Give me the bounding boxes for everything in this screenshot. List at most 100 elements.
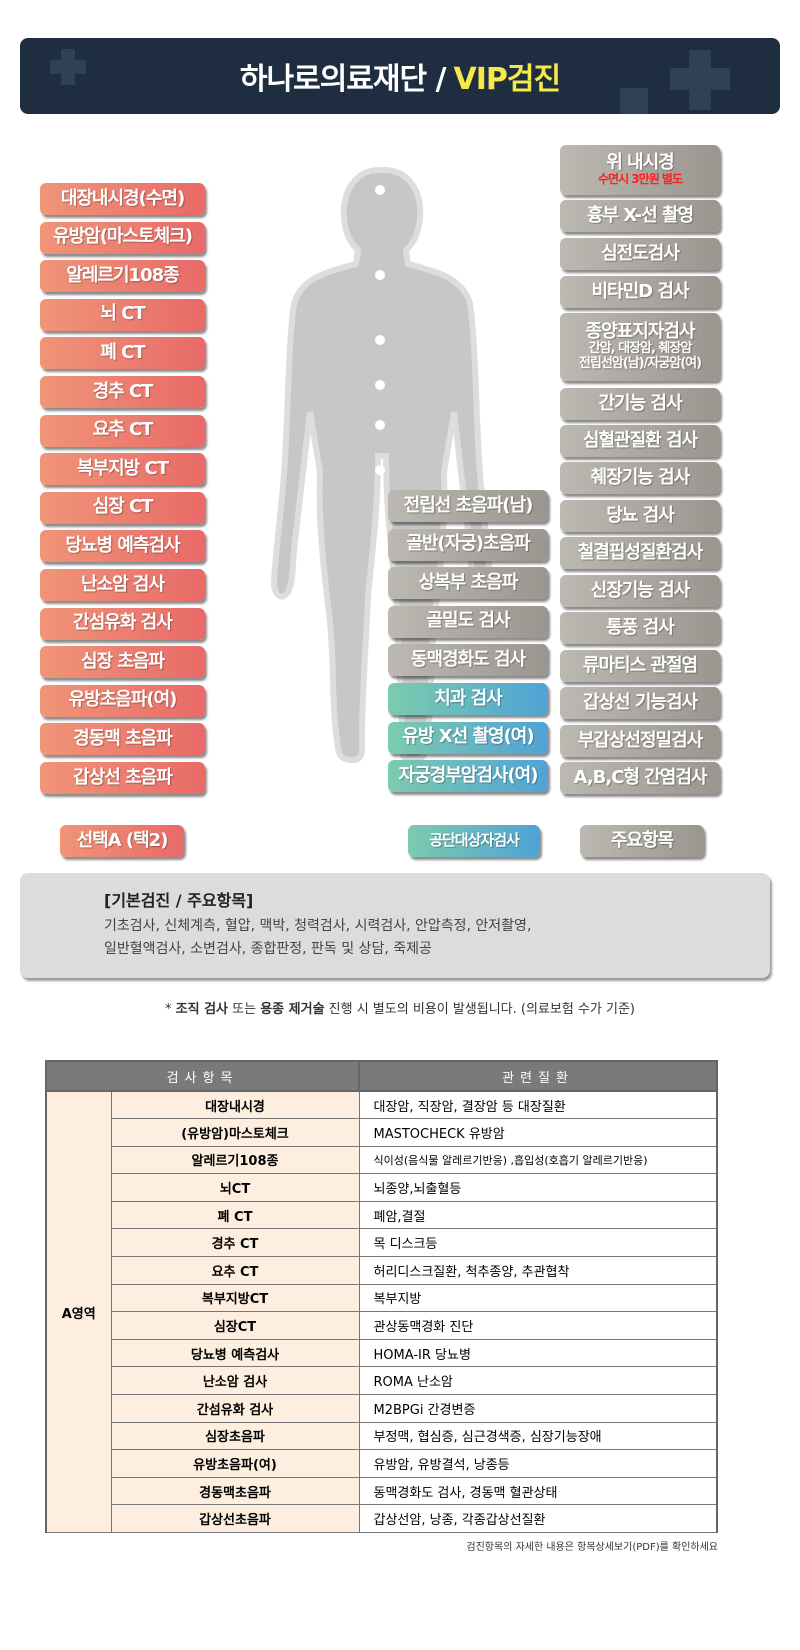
middle-item[interactable]: 전립선 초음파(남) (388, 490, 548, 522)
disease-cell: 폐암,결절 (358, 1200, 718, 1230)
basic-line1: 기초검사, 신체계측, 혈압, 맥박, 청력검사, 시력검사, 안압측정, 안저… (104, 918, 532, 934)
disease-cell: ROMA 난소암 (358, 1366, 718, 1396)
table-row: A영역 대장내시경 대장암, 직장암, 결장암 등 대장질환 (45, 1090, 718, 1533)
left-item[interactable]: 난소암 검사 (40, 569, 205, 601)
disease-cell: 관상동맥경화 진단 (358, 1311, 718, 1340)
table-row: 경추 CT 목 디스크등 (46, 1228, 718, 1258)
left-item[interactable]: 폐 CT (40, 337, 205, 370)
middle-item[interactable]: 상복부 초음파 (388, 567, 548, 600)
disease-cell: MASTOCHECK 유방암 (358, 1118, 718, 1147)
item-cell: 당뇨병 예측검사 (110, 1338, 360, 1368)
legend-main: 주요항목 (580, 825, 704, 857)
table-row: (유방암)마스토체크 MASTOCHECK 유방암 (46, 1118, 718, 1147)
table-row: 뇌CT 뇌종양,뇌출혈등 (46, 1173, 718, 1202)
item-cell: 난소암 검사 (110, 1366, 360, 1396)
left-item[interactable]: 알레르기108종 (40, 260, 205, 293)
middle-item[interactable]: 동맥경화도 검사 (388, 644, 548, 677)
disease-cell: HOMA-IR 당뇨병 (358, 1338, 718, 1368)
disease-cell: 갑상선암, 낭종, 각종갑상선질환 (358, 1504, 718, 1533)
disease-cell: 목 디스크등 (358, 1228, 718, 1258)
right-item[interactable]: 위 내시경 수면시 3만원 별도 (560, 145, 720, 195)
header-title: 하나로의료재단 / (239, 62, 447, 97)
legend-select-a: 선택A (택2) (60, 825, 184, 857)
left-item[interactable]: 갑상선 초음파 (40, 762, 205, 794)
table-row: 난소암 검사 ROMA 난소암 (46, 1366, 718, 1396)
table-row: 심장CT 관상동맥경화 진단 (46, 1311, 718, 1340)
table-row: 당뇨병 예측검사 HOMA-IR 당뇨병 (46, 1338, 718, 1368)
middle-item[interactable]: 골반(자궁)초음파 (388, 528, 548, 561)
middle-public-item[interactable]: 치과 검사 (388, 683, 548, 715)
exam-table: 검사항목 관련질환 A영역 대장내시경 대장암, 직장암, 결장암 등 대장질환 (유방… (45, 1060, 718, 1533)
item-cell: 뇌CT (110, 1173, 360, 1202)
area-cell: A영역 (45, 1090, 112, 1533)
table-row: 간섬유화 검사 M2BPGi 간경변증 (46, 1394, 718, 1423)
item-cell: 유방초음파(여) (110, 1449, 360, 1478)
right-item[interactable]: 당뇨 검사 (560, 500, 720, 532)
disease-cell: 허리디스크질환, 척추종양, 추관협착 (358, 1256, 718, 1285)
item-cell: 간섬유화 검사 (110, 1394, 360, 1423)
right-item[interactable]: 류마티스 관절염 (560, 650, 720, 682)
right-item[interactable]: 심전도검사 (560, 238, 720, 270)
disease-cell: 뇌종양,뇌출혈등 (358, 1173, 718, 1202)
left-item[interactable]: 당뇨병 예측검사 (40, 530, 205, 563)
legend-public: 공단대상자검사 (408, 825, 540, 857)
left-item[interactable]: 복부지방 CT (40, 453, 205, 486)
left-item[interactable]: 유방암(마스토체크) (40, 221, 205, 254)
left-item[interactable]: 유방초음파(여) (40, 684, 205, 717)
item-cell: 폐 CT (110, 1200, 360, 1230)
table-row: 요추 CT 허리디스크질환, 척추종양, 추관협착 (46, 1256, 718, 1285)
disease-cell: M2BPGi 간경변증 (358, 1394, 718, 1423)
left-item[interactable]: 경추 CT (40, 376, 205, 408)
item-cell: 경동맥초음파 (110, 1476, 360, 1506)
disease-cell: 부정맥, 협심증, 심근경색증, 심장기능장애 (358, 1421, 718, 1451)
left-item[interactable]: 심장 CT (40, 491, 205, 524)
disease-cell: 대장암, 직장암, 결장암 등 대장질환 (358, 1090, 718, 1120)
basic-title: [기본검진 / 주요항목] (104, 891, 254, 910)
item-cell: 경추 CT (110, 1228, 360, 1258)
right-item[interactable]: 췌장기능 검사 (560, 462, 720, 494)
item-cell: 요추 CT (110, 1256, 360, 1285)
table-row: 유방초음파(여) 유방암, 유방결석, 낭종등 (46, 1449, 718, 1478)
left-item[interactable]: 경동맥 초음파 (40, 723, 205, 756)
right-item[interactable]: 신장기능 검사 (560, 575, 720, 607)
right-item[interactable]: 간기능 검사 (560, 388, 720, 420)
table-row: 폐 CT 폐암,결절 (46, 1200, 718, 1230)
left-item[interactable]: 간섬유화 검사 (40, 607, 205, 640)
middle-public-item[interactable]: 유방 X선 촬영(여) (388, 721, 548, 754)
right-item[interactable]: 종양표지자검사 간암, 대장암, 췌장암 전립선암(남)/자궁암(여) (560, 313, 720, 381)
middle-public-item[interactable]: 자궁경부암검사(여) (388, 760, 548, 793)
left-item[interactable]: 요추 CT (40, 414, 205, 447)
table-row: 심장초음파 부정맥, 협심증, 심근경색증, 심장기능장애 (46, 1421, 718, 1451)
disease-cell: 동맥경화도 검사, 경동맥 혈관상태 (358, 1476, 718, 1506)
right-item[interactable]: 심혈관질환 검사 (560, 425, 720, 457)
table-row: 경동맥초음파 동맥경화도 검사, 경동맥 혈관상태 (46, 1476, 718, 1506)
disease-cell: 복부지방 (358, 1283, 718, 1313)
item-cell: 갑상선초음파 (110, 1504, 360, 1533)
middle-item[interactable]: 골밀도 검사 (388, 605, 548, 638)
right-item[interactable]: 흉부 X-선 촬영 (560, 200, 720, 232)
item-cell: 심장CT (110, 1311, 360, 1340)
item-cell: 대장내시경 (110, 1090, 360, 1120)
left-item[interactable]: 심장 초음파 (40, 646, 205, 679)
right-item[interactable]: 부갑상선정밀검사 (560, 725, 720, 757)
left-item[interactable]: 뇌 CT (40, 298, 205, 331)
right-item[interactable]: 철결핍성질환검사 (560, 537, 720, 569)
table-row: 알레르기108종 식이성(음식물 알레르기반응) ,흡입성(호흡기 알레르기반응) (46, 1145, 718, 1175)
right-item[interactable]: 갑상선 기능검사 (560, 687, 720, 719)
disease-cell: 유방암, 유방결석, 낭종등 (358, 1449, 718, 1478)
item-cell: (유방암)마스토체크 (110, 1118, 360, 1147)
header-highlight: VIP검진 (453, 62, 562, 97)
basic-checkup-box: [기본검진 / 주요항목] 기초검사, 신체계측, 혈압, 맥박, 청력검사, … (20, 873, 770, 978)
disease-cell: 식이성(음식물 알레르기반응) ,흡입성(호흡기 알레르기반응) (358, 1145, 718, 1175)
item-cell: 복부지방CT (110, 1283, 360, 1313)
cost-note: * 조직 검사 또는 용종 제거술 진행 시 별도의 비용이 발생됩니다. (의… (165, 1002, 635, 1017)
page-header: 하나로의료재단 / VIP검진 (20, 38, 780, 114)
col-header-item: 검사항목 (45, 1060, 360, 1092)
left-item[interactable]: 대장내시경(수면) (40, 183, 205, 215)
table-row: 복부지방CT 복부지방 (46, 1283, 718, 1313)
col-header-disease: 관련질환 (358, 1060, 718, 1092)
right-item[interactable]: A,B,C형 간염검사 (560, 762, 720, 794)
right-item[interactable]: 비타민D 검사 (560, 276, 720, 308)
footer-note: 검진항목의 자세한 내용은 항목상세보기(PDF)를 확인하세요 (466, 1542, 718, 1553)
right-item[interactable]: 통풍 검사 (560, 612, 720, 644)
